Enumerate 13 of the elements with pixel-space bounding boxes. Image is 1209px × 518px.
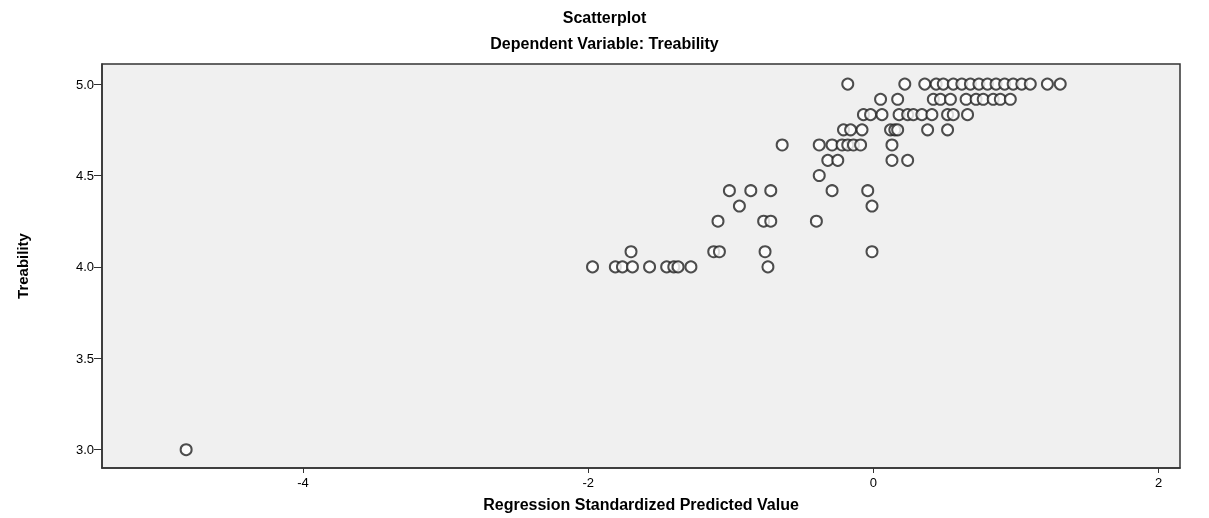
y-tick-label: 5.0 [75, 76, 94, 92]
x-axis-title: Regression Standardized Predicted Value [483, 495, 799, 513]
x-tick-label: -4 [297, 475, 309, 490]
y-axis-title: Treability [14, 232, 31, 299]
x-tick-label: 0 [869, 475, 878, 490]
y-tick-label: 3.0 [75, 442, 94, 458]
x-tick-label: 2 [1154, 475, 1163, 490]
x-tick-label: -2 [582, 475, 595, 490]
chart-title: Scatterplot [562, 8, 647, 26]
y-tick-label: 4.5 [75, 168, 94, 184]
y-tick-label: 3.5 [75, 350, 94, 366]
y-tick-label: 4.0 [75, 259, 94, 275]
chart-subtitle: Dependent Variable: Treability [490, 34, 719, 52]
